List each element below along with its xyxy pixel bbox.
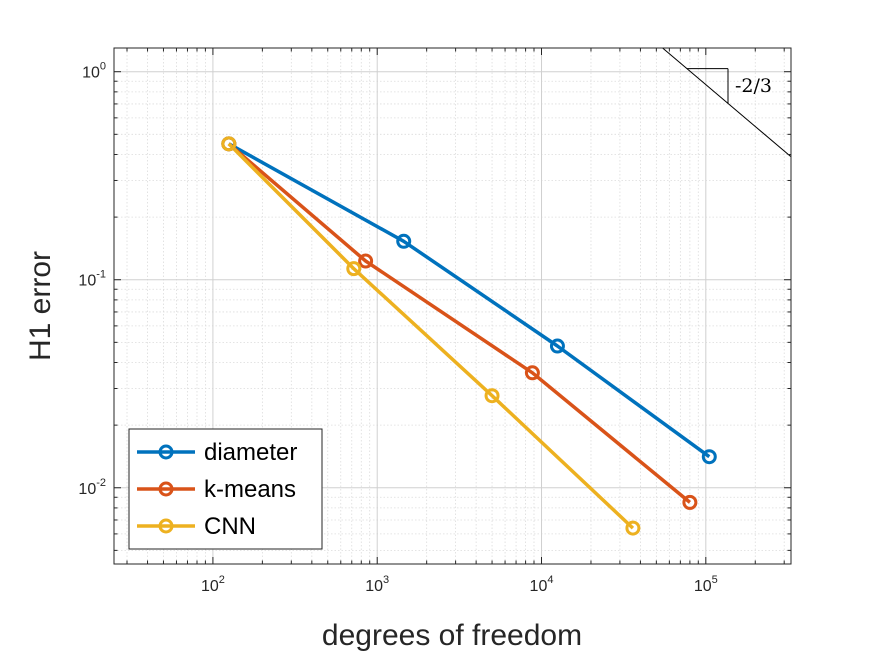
x-tick-label: 102 [201, 574, 225, 595]
data-point-diameter [701, 449, 717, 465]
x-tick-label: 105 [694, 574, 718, 595]
legend-label-CNN: CNN [204, 513, 256, 540]
data-point-diameter [396, 233, 412, 249]
y-tick-label: 10-2 [78, 477, 106, 498]
slope-annotation: -2/3 [662, 47, 792, 158]
data-point-k-means [682, 494, 698, 510]
data-point-k-means [524, 365, 540, 381]
plot-frame [113, 47, 792, 565]
x-axis-label: degrees of freedom [322, 619, 582, 652]
y-tick-label: 100 [82, 61, 106, 82]
data-point-CNN [625, 520, 641, 536]
legend-marker-diameter [158, 444, 174, 460]
slope-reference-line [662, 47, 792, 158]
slope-label: -2/3 [735, 75, 772, 97]
legend-label-diameter: diameter [204, 439, 297, 466]
tick-labels: 102 103 104 105 10-2 10-1 100 [78, 61, 717, 595]
legend-marker-k-means [158, 481, 174, 497]
legend: diameter k-means CNN [128, 428, 323, 550]
y-axis-label: H1 error [24, 251, 57, 361]
series-line-CNN [227, 142, 635, 530]
x-tick-label: 104 [530, 574, 554, 595]
legend-label-k-means: k-means [204, 476, 296, 503]
data-point-CNN [346, 261, 362, 277]
data-point-CNN [484, 388, 500, 404]
series-line-diameter [227, 142, 711, 459]
data-point-diameter [549, 338, 565, 354]
y-tick-label: 10-1 [78, 269, 106, 290]
series-line-k-means [227, 142, 692, 504]
x-tick-label: 103 [365, 574, 389, 595]
legend-marker-CNN [158, 518, 174, 534]
data-point-k-means [358, 253, 374, 269]
series-group [221, 136, 717, 536]
axis-ticks [114, 48, 791, 564]
data-point-CNN [221, 136, 237, 152]
